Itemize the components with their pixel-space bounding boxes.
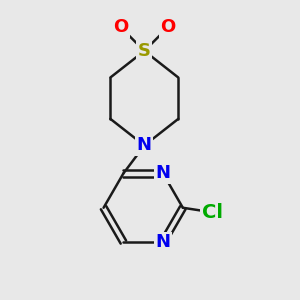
- Text: Cl: Cl: [202, 203, 223, 222]
- Text: N: N: [137, 136, 152, 154]
- Text: O: O: [160, 18, 176, 36]
- Text: O: O: [113, 18, 128, 36]
- Text: N: N: [155, 164, 170, 182]
- Text: N: N: [155, 233, 170, 251]
- Text: S: S: [138, 42, 151, 60]
